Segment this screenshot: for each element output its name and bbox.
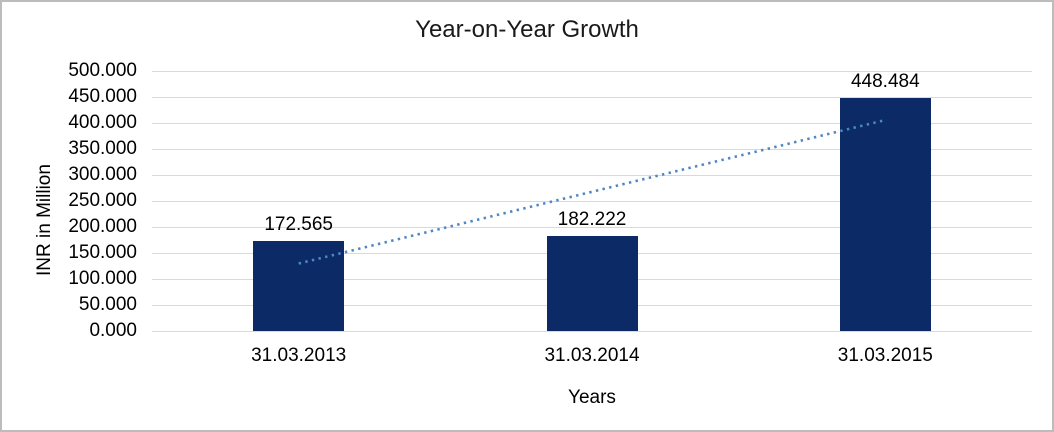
- gridline: [152, 96, 1032, 98]
- bar: [546, 236, 638, 331]
- y-tick-label: 100.000: [68, 268, 137, 289]
- bar-value-label: 448.484: [850, 70, 920, 92]
- y-tick-label: 350.000: [68, 138, 137, 159]
- y-tick-label: 0.000: [89, 320, 137, 341]
- y-tick-label: 250.000: [68, 190, 137, 211]
- x-category-label: 31.03.2015: [837, 345, 933, 366]
- gridline: [152, 70, 1032, 72]
- x-axis-title: Years: [568, 387, 616, 408]
- bar: [839, 97, 931, 331]
- bar-value-label: 172.565: [264, 214, 333, 236]
- y-tick-label: 450.000: [68, 86, 137, 107]
- y-tick-label: 500.000: [68, 60, 137, 81]
- x-category-label: 31.03.2013: [251, 345, 347, 366]
- x-category-label: 31.03.2014: [544, 345, 640, 366]
- y-tick-label: 150.000: [68, 242, 137, 263]
- y-tick-label: 50.000: [78, 294, 137, 315]
- gridline: [152, 330, 1032, 332]
- chart-title: Year-on-Year Growth: [415, 16, 639, 43]
- bar: [253, 241, 345, 331]
- bar-value-label: 182.222: [557, 209, 627, 231]
- y-tick-label: 300.000: [68, 164, 137, 185]
- y-tick-label: 400.000: [68, 112, 137, 133]
- y-tick-label: 200.000: [68, 216, 137, 237]
